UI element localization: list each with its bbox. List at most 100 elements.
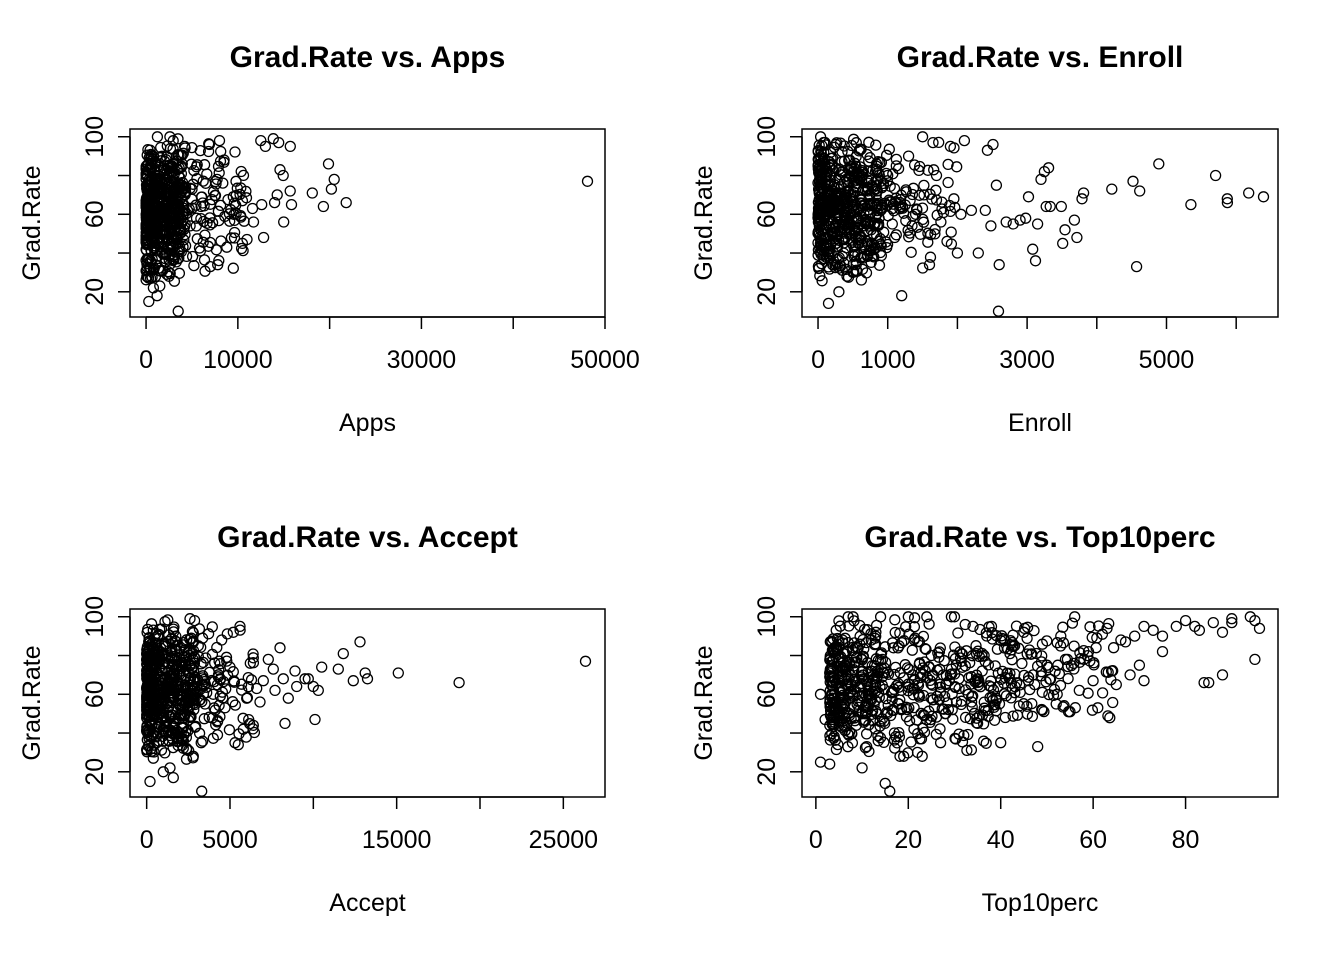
data-point <box>1040 200 1052 213</box>
data-point <box>166 175 178 188</box>
data-point <box>243 713 255 726</box>
data-point <box>237 712 249 724</box>
x-tick-label: 40 <box>987 826 1015 854</box>
data-point <box>179 228 191 241</box>
data-point <box>980 737 992 749</box>
data-point <box>814 152 826 164</box>
data-point <box>818 136 830 149</box>
data-point <box>1071 231 1083 244</box>
data-point <box>855 274 868 286</box>
data-point <box>942 176 954 189</box>
data-point <box>142 680 155 692</box>
data-point <box>188 657 201 669</box>
data-point <box>908 674 921 687</box>
data-point <box>1077 187 1090 199</box>
data-point <box>977 718 990 730</box>
data-point <box>829 259 842 271</box>
data-point <box>246 202 259 215</box>
data-point <box>178 221 191 233</box>
data-point <box>842 728 854 740</box>
data-point <box>1084 621 1096 633</box>
data-point <box>190 720 202 733</box>
data-point <box>850 160 862 172</box>
data-point <box>913 189 926 201</box>
data-point <box>900 186 912 198</box>
data-point <box>1022 191 1035 203</box>
data-point <box>196 785 208 797</box>
data-point <box>813 216 825 228</box>
data-point <box>951 247 964 259</box>
data-point <box>915 733 928 745</box>
data-point <box>1221 193 1233 205</box>
data-point <box>1048 683 1061 696</box>
x-axis-label: Top10perc <box>982 889 1099 917</box>
data-point <box>924 188 936 200</box>
x-axis-label: Accept <box>329 889 405 917</box>
data-point <box>163 651 176 663</box>
data-point <box>965 671 977 683</box>
data-point <box>838 663 850 675</box>
data-point <box>179 187 192 199</box>
data-point <box>141 226 153 238</box>
data-point <box>869 679 882 692</box>
data-point <box>201 217 213 229</box>
data-point <box>936 196 948 208</box>
data-point <box>889 614 901 626</box>
data-point <box>824 189 836 201</box>
data-point <box>196 191 208 203</box>
data-point <box>141 220 154 232</box>
data-point <box>235 165 247 178</box>
data-point <box>271 189 283 201</box>
data-point <box>185 711 197 723</box>
data-point <box>167 198 179 210</box>
data-point <box>846 139 858 152</box>
data-point <box>162 635 174 648</box>
data-point <box>163 220 175 232</box>
data-point <box>579 655 592 667</box>
data-point <box>908 634 920 646</box>
data-point <box>213 167 225 179</box>
y-tick-label: 60 <box>753 200 781 228</box>
x-tick-label: 5000 <box>1139 346 1195 374</box>
data-point <box>893 726 905 739</box>
data-point <box>325 183 338 195</box>
data-point <box>1036 704 1048 716</box>
data-point <box>928 164 940 176</box>
data-point <box>1031 218 1044 230</box>
data-point <box>847 611 859 623</box>
data-point <box>148 150 160 163</box>
data-point <box>825 663 837 675</box>
data-point <box>1216 626 1229 638</box>
data-point <box>908 621 921 633</box>
data-point <box>965 744 978 756</box>
data-point <box>244 718 256 730</box>
data-point <box>190 199 202 211</box>
data-point <box>167 677 179 690</box>
data-point <box>903 663 915 676</box>
data-point <box>880 149 893 161</box>
data-point <box>1226 613 1238 625</box>
data-point <box>933 136 945 149</box>
data-point <box>985 220 997 232</box>
data-point <box>146 271 158 283</box>
data-point <box>860 700 873 712</box>
data-point <box>251 682 263 695</box>
data-point <box>876 182 888 194</box>
x-tick-label: 25000 <box>529 826 599 854</box>
data-point <box>1057 637 1070 649</box>
data-point <box>878 667 890 679</box>
data-point <box>892 162 905 175</box>
data-point <box>860 267 873 279</box>
data-point <box>180 753 193 765</box>
data-point <box>856 197 868 210</box>
data-point <box>935 216 947 228</box>
data-point <box>1138 620 1150 633</box>
y-tick-label: 20 <box>81 758 109 786</box>
data-point <box>1044 200 1056 213</box>
data-point <box>212 669 225 681</box>
data-point <box>842 221 854 234</box>
data-point <box>834 137 847 149</box>
data-point <box>162 614 174 626</box>
data-point <box>945 238 958 250</box>
data-point <box>923 618 935 630</box>
